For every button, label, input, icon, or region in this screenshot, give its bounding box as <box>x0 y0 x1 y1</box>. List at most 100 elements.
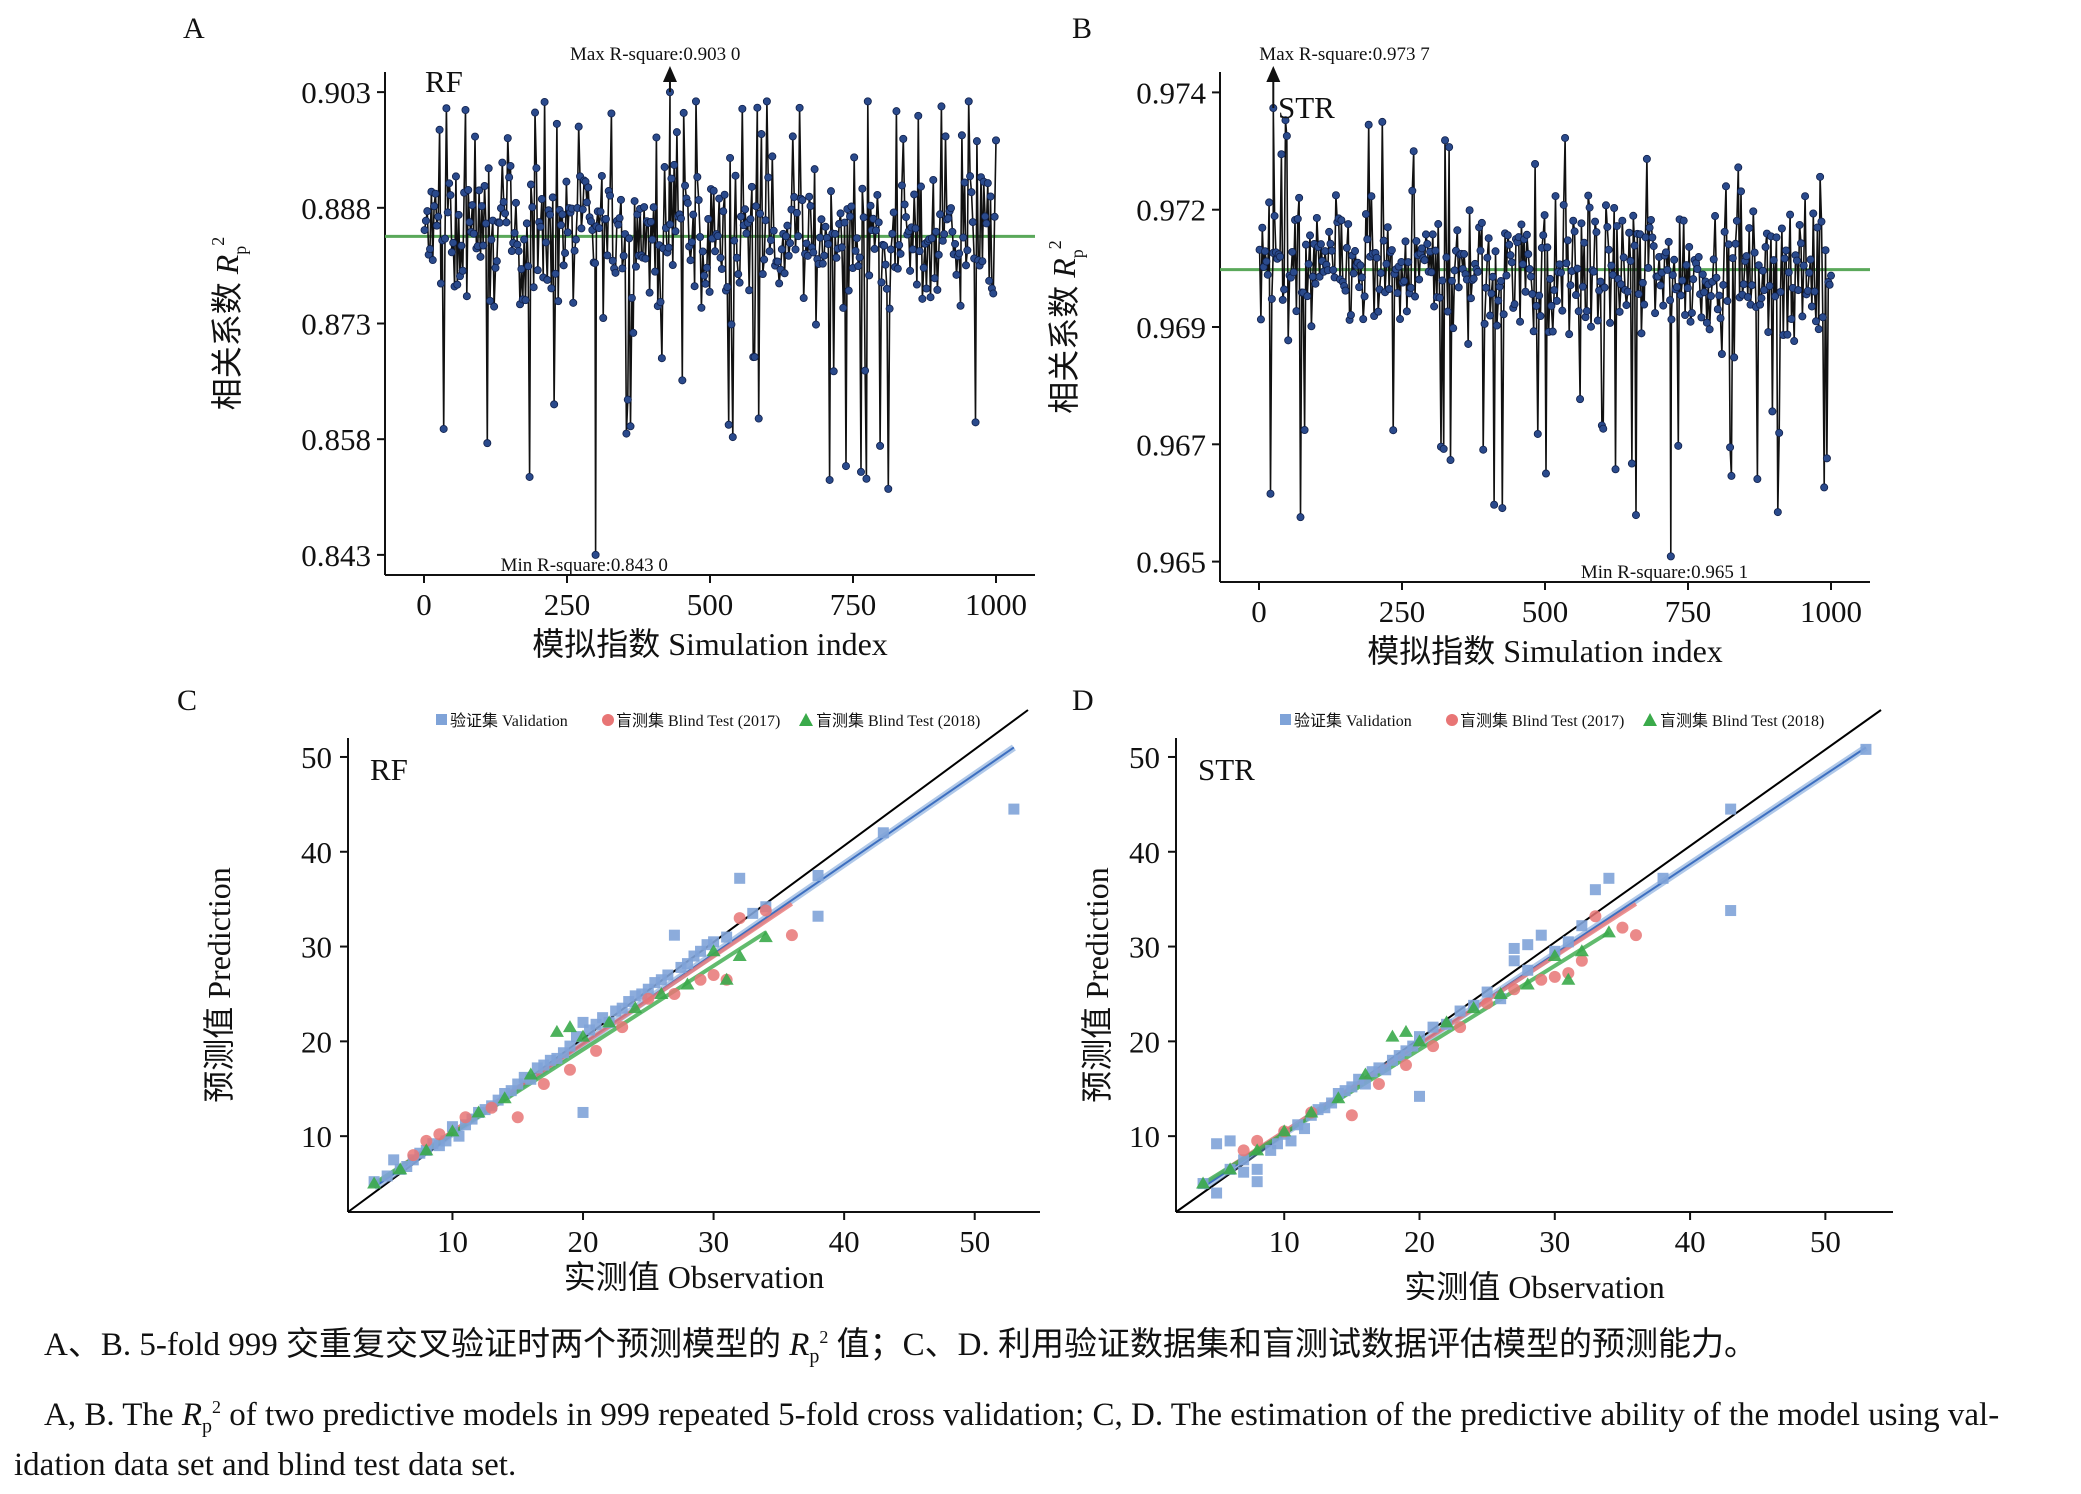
point-blind2017-C <box>459 1111 472 1124</box>
data-point-A <box>627 294 636 303</box>
data-point-A <box>630 197 639 206</box>
data-point-A <box>746 215 755 224</box>
point-validation-C <box>401 1160 413 1172</box>
data-point-A <box>745 286 754 295</box>
data-point-B <box>1261 247 1270 256</box>
point-validation-D <box>1860 743 1872 755</box>
data-point-B <box>1460 250 1469 259</box>
x-tick-label-B: 500 <box>1522 594 1569 629</box>
data-point-B <box>1798 312 1807 321</box>
data-point-B <box>1615 307 1624 316</box>
y-axis-title-A: 相关系数 Rp2 <box>208 237 250 411</box>
data-point-A <box>881 260 890 269</box>
data-point-B <box>1357 273 1366 282</box>
data-point-A <box>531 108 540 117</box>
point-validation-D <box>1319 1102 1331 1114</box>
data-point-B <box>1507 258 1516 267</box>
data-point-A <box>704 215 713 224</box>
data-point-B <box>1465 206 1474 215</box>
point-validation-C <box>629 990 641 1002</box>
data-point-A <box>481 219 490 228</box>
data-point-A <box>840 218 849 227</box>
data-point-B <box>1385 285 1394 294</box>
data-point-A <box>990 212 999 221</box>
point-blind2018-C <box>367 1176 382 1189</box>
data-point-A <box>802 239 811 248</box>
data-point-A <box>468 201 477 210</box>
min-annotation-B: Min R-square:0.965 1 <box>1581 562 1748 583</box>
point-blind2017-C <box>733 912 746 925</box>
data-point-B <box>1578 282 1587 291</box>
data-point-A <box>528 203 537 212</box>
data-point-A <box>529 283 538 292</box>
data-point-A <box>601 215 610 224</box>
data-point-A <box>760 255 769 264</box>
point-validation-C <box>538 1059 550 1071</box>
data-point-A <box>858 184 867 193</box>
data-point-B <box>1745 224 1754 233</box>
data-point-A <box>780 269 789 278</box>
min-annotation-A: Min R-square:0.843 0 <box>501 555 668 576</box>
data-point-A <box>852 234 861 243</box>
data-point-A <box>651 267 660 276</box>
data-point-B <box>1406 283 1415 292</box>
data-point-B <box>1772 233 1781 242</box>
data-point-A <box>811 320 820 329</box>
data-point-B <box>1258 223 1267 232</box>
data-point-A <box>546 210 555 219</box>
legend-label-2018-D: 盲测集 Blind Test (2018) <box>1660 712 1824 730</box>
data-point-A <box>889 208 898 217</box>
data-point-B <box>1265 198 1274 207</box>
data-point-B <box>1267 294 1276 303</box>
data-point-B <box>1396 315 1405 324</box>
point-blind2018-C <box>549 1024 564 1037</box>
data-point-A <box>421 216 430 225</box>
data-point-B <box>1813 223 1822 232</box>
data-point-B <box>1659 301 1668 310</box>
data-point-A <box>896 249 905 258</box>
data-point-A <box>462 292 471 301</box>
data-point-A <box>698 247 707 256</box>
data-point-A <box>432 221 441 230</box>
data-point-B <box>1522 230 1531 239</box>
legend-label-2017-C: 盲测集 Blind Test (2017) <box>616 712 780 730</box>
data-point-A <box>691 97 700 106</box>
data-point-A <box>948 227 957 236</box>
point-validation-C <box>668 929 680 941</box>
data-point-A <box>503 134 512 143</box>
point-validation-C <box>577 1016 589 1028</box>
panel-label-B: B <box>1072 12 1092 45</box>
point-validation-C <box>492 1094 504 1106</box>
data-point-A <box>933 285 942 294</box>
data-point-B <box>1547 301 1556 310</box>
data-point-A <box>791 245 800 254</box>
data-point-B <box>1443 307 1452 316</box>
data-point-B <box>1550 286 1559 295</box>
data-point-A <box>806 202 815 211</box>
point-blind2018-D <box>1223 1162 1238 1175</box>
data-point-B <box>1799 261 1808 270</box>
data-point-A <box>701 279 710 288</box>
data-point-A <box>734 270 743 279</box>
data-point-A <box>821 222 830 231</box>
point-blind2018-C <box>680 977 695 990</box>
data-point-B <box>1810 287 1819 296</box>
data-point-B <box>1596 277 1605 286</box>
data-point-B <box>1325 227 1334 236</box>
data-point-B <box>1758 266 1767 275</box>
data-point-A <box>937 102 946 111</box>
data-point-A <box>989 289 998 298</box>
data-point-A <box>863 97 872 106</box>
data-point-A <box>790 193 799 202</box>
data-point-B <box>1329 266 1338 275</box>
point-validation-D <box>1251 1176 1263 1188</box>
point-validation-C <box>649 977 661 989</box>
data-point-B <box>1449 324 1458 333</box>
data-point-A <box>769 226 778 235</box>
point-blind2018-C <box>654 986 669 999</box>
data-point-B <box>1304 260 1313 269</box>
x-tick-label-C: 40 <box>829 1224 860 1259</box>
data-point-B <box>1611 465 1620 474</box>
data-point-A <box>978 257 987 266</box>
